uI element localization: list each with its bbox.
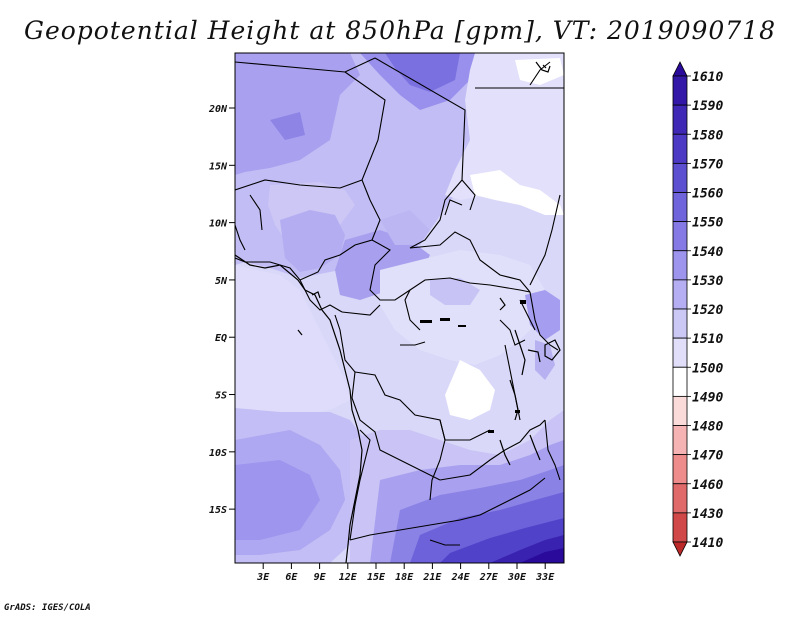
lon-label: 12E [339,572,358,583]
colorbar-label: 1460 [692,478,723,493]
colorbar-label: 1480 [692,420,723,435]
colorbar-label: 1610 [692,70,723,85]
lat-label: 5S [215,391,227,402]
colorbar-swatch [672,75,688,106]
colorbar-label: 1430 [692,507,723,522]
colorbar-label: 1490 [692,390,723,405]
colorbar-label: 1510 [692,332,723,347]
colorbar-swatch [672,104,688,135]
lon-label: 15E [367,572,386,583]
colorbar: 1610 1590 1580 1570 1560 1550 1540 1530 1520 1510… [672,61,723,557]
colorbar-swatch [672,425,688,456]
lon-label: 3E [256,572,270,583]
lon-label: 30E [507,572,527,583]
colorbar-label: 1500 [692,361,723,376]
colorbar-label: 1580 [692,128,723,143]
colorbar-label: 1560 [692,187,723,202]
colorbar-label: 1540 [692,245,723,260]
colorbar-swatch [672,308,688,339]
colorbar-label: 1570 [692,157,723,172]
colorbar-swatch [672,512,688,543]
lon-label: 9E [314,572,327,583]
lon-label: 6E [285,572,298,583]
colorbar-swatch [672,221,688,252]
height-field [235,53,564,563]
colorbar-swatch [672,162,688,193]
colorbar-label: 1550 [692,216,723,231]
colorbar-label: 1590 [692,99,723,114]
colorbar-swatch [672,366,688,397]
colorbar-swatch [672,279,688,310]
colorbar-swatch [672,250,688,281]
lat-label: 5N [215,276,228,287]
colorbar-label: 1470 [692,449,723,464]
coastline-and-lakes [235,61,561,563]
lon-label: 27E [479,572,499,583]
colorbar-swatch [672,483,688,514]
lat-label: EQ [215,333,227,344]
lon-label: 21E [422,572,442,583]
map-frame [234,52,565,564]
lat-label: 15N [209,161,228,172]
lon-label: 24E [451,572,471,583]
colorbar-label: 1530 [692,274,723,289]
map-title: Geopotential Height at 850hPa [gpm], VT:… [23,16,777,45]
lat-label: 15S [209,505,227,516]
colorbar-label: 1520 [692,303,723,318]
lake-marks [420,300,526,433]
colorbar-swatch [672,454,688,485]
lat-label: 10N [209,219,228,230]
lon-label: 18E [395,572,414,583]
colorbar-swatch [672,337,688,368]
lon-label: 33E [535,572,555,583]
colorbar-swatch [672,133,688,164]
lat-label: 20N [208,104,228,115]
lat-label: 10S [209,448,227,459]
lon-axis: 3E 6E 9E 12E 15E 18E 21E 24E 27E 30E 33E [256,563,555,583]
colorbar-bottom-arrow [672,541,688,557]
country-boundaries [235,57,564,546]
grads-credit: GrADS: IGES/COLA [4,603,91,613]
lat-axis: 20N 15N 10N 5N EQ 5S 10S 15S [208,104,235,516]
colorbar-swatch [672,192,688,223]
colorbar-top-arrow [672,61,688,77]
colorbar-label: 1410 [692,536,723,551]
colorbar-swatch [672,395,688,426]
